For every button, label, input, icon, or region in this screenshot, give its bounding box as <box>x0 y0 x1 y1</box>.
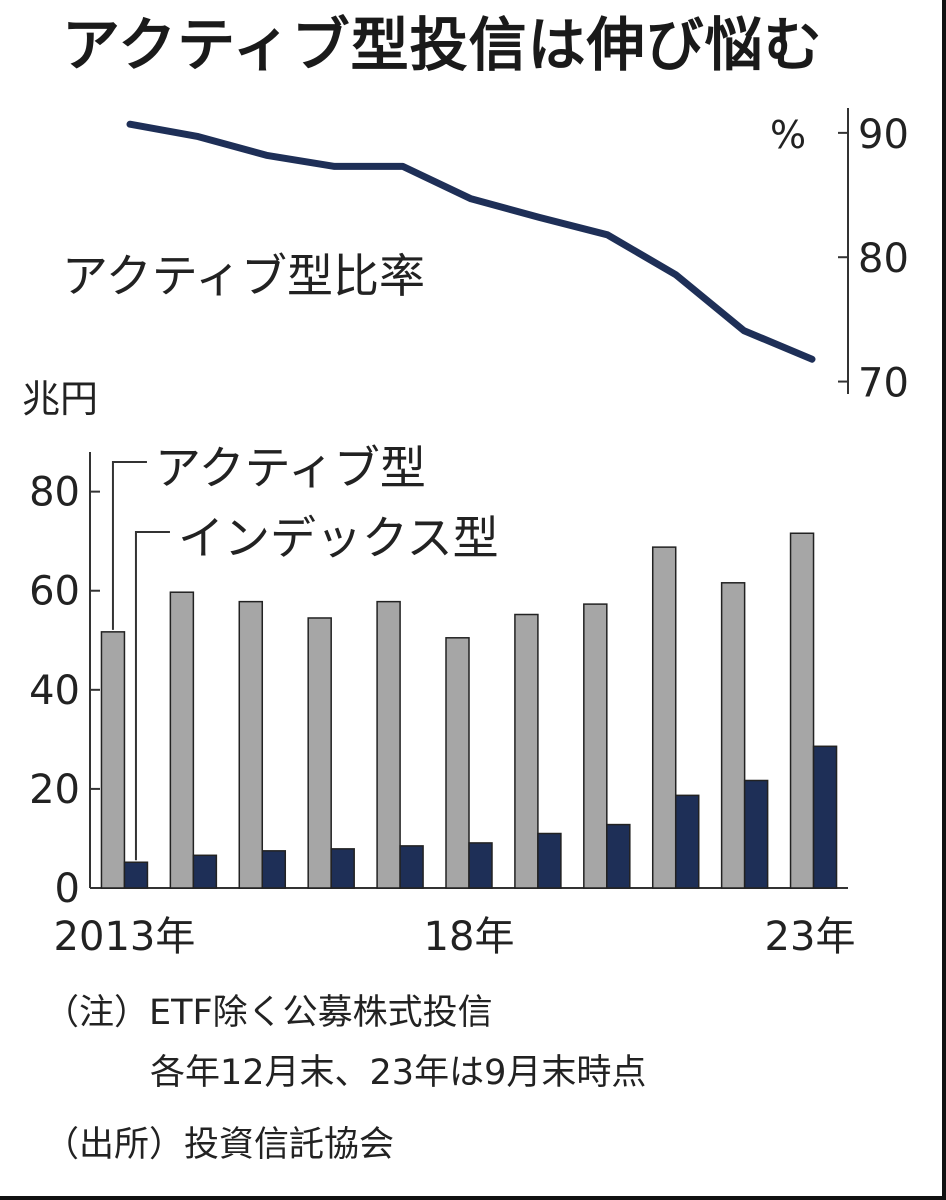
line-y-tick-label: 80 <box>858 236 909 282</box>
line-y-tick-label: 90 <box>858 112 909 158</box>
active-bar <box>720 582 746 889</box>
active-bar <box>583 603 608 889</box>
index-bar <box>468 842 493 889</box>
bar-y-tick-label: 60 <box>29 569 80 615</box>
ratio-point <box>263 152 269 158</box>
legend-label: アクティブ型 <box>155 441 426 495</box>
ratio-series-label: アクティブ型比率 <box>62 249 425 303</box>
bar-y-tick-label: 80 <box>29 470 80 516</box>
line-y-unit: % <box>770 113 806 157</box>
ratio-point <box>332 163 338 169</box>
ratio-point <box>127 121 133 127</box>
active-bar <box>307 617 332 889</box>
active-bar <box>376 600 401 889</box>
source-text: （出所）投資信託協会 <box>44 1125 395 1165</box>
ratio-point <box>536 214 542 220</box>
chart-title: アクティブ型投信は伸び悩む <box>62 11 823 79</box>
ratio-point <box>604 232 610 238</box>
ratio-point <box>741 328 747 334</box>
ratio-point <box>195 134 201 140</box>
ratio-point <box>673 272 679 278</box>
index-bar <box>399 845 424 889</box>
active-bar <box>789 532 815 889</box>
ratio-point <box>468 196 474 202</box>
index-bar <box>537 832 562 889</box>
ratio-point <box>809 356 815 362</box>
active-bar <box>100 631 126 889</box>
active-bar <box>514 613 539 889</box>
line-y-tick-label: 70 <box>858 361 909 407</box>
ratio-line <box>126 120 816 363</box>
legend-leader-line <box>111 461 147 630</box>
bar-x-tick-label: 23年 <box>765 914 856 960</box>
index-bar <box>192 854 218 889</box>
bar-y-tick-label: 0 <box>55 866 80 912</box>
index-bar <box>812 745 838 889</box>
ratio-point <box>400 163 406 169</box>
note-detail: 各年12月末、23年は9月末時点 <box>150 1053 647 1093</box>
bar-y-tick-label: 40 <box>29 668 80 714</box>
active-bar <box>445 637 470 889</box>
active-bar <box>238 600 264 889</box>
index-bar <box>606 823 631 889</box>
bar-y-unit: 兆円 <box>22 377 98 421</box>
index-bar <box>743 779 769 889</box>
active-bar <box>651 546 677 889</box>
legend-leader-line <box>134 531 170 861</box>
chart-svg: 70 80 90% アクティブ型比率 0 20 40 60 80 兆円 2013年 18年 23年 アクテ… <box>22 108 909 960</box>
index-bar <box>330 848 355 889</box>
index-bar <box>123 861 149 889</box>
bar-y-tick-label: 20 <box>29 767 80 813</box>
index-bar <box>261 850 287 889</box>
legend-label: インデックス型 <box>178 511 499 565</box>
index-bar <box>674 794 700 889</box>
bar-x-tick-label: 2013年 <box>54 914 196 960</box>
bar-x-tick-label: 18年 <box>424 914 515 960</box>
active-bar <box>169 591 195 889</box>
note-text: （注）ETF除く公募株式投信 <box>44 993 493 1033</box>
